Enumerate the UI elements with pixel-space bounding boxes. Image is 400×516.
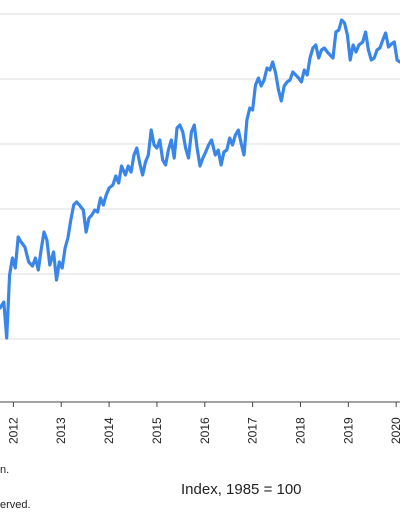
x-tick-label-2018: 2018 <box>293 417 307 444</box>
x-tick-label-2016: 2016 <box>198 417 212 444</box>
line-chart: 2012 2013 2014 2015 2016 2017 2018 2019 2020 <box>0 13 400 444</box>
source-footnote: n. <box>0 464 10 476</box>
x-tick-label-2015: 2015 <box>150 417 164 444</box>
x-tick-label-2020: 2020 <box>389 417 400 444</box>
copyright-footnote: erved. <box>0 499 31 511</box>
x-tick-label-2019: 2019 <box>341 417 355 444</box>
x-tick-label-2013: 2013 <box>54 417 68 444</box>
index-base-note: Index, 1985 = 100 <box>181 481 302 498</box>
x-tick-label-2014: 2014 <box>102 417 116 444</box>
x-tick-label-2012: 2012 <box>6 417 20 444</box>
x-tick-label-2017: 2017 <box>246 417 260 444</box>
series-line-0 <box>0 18 400 340</box>
